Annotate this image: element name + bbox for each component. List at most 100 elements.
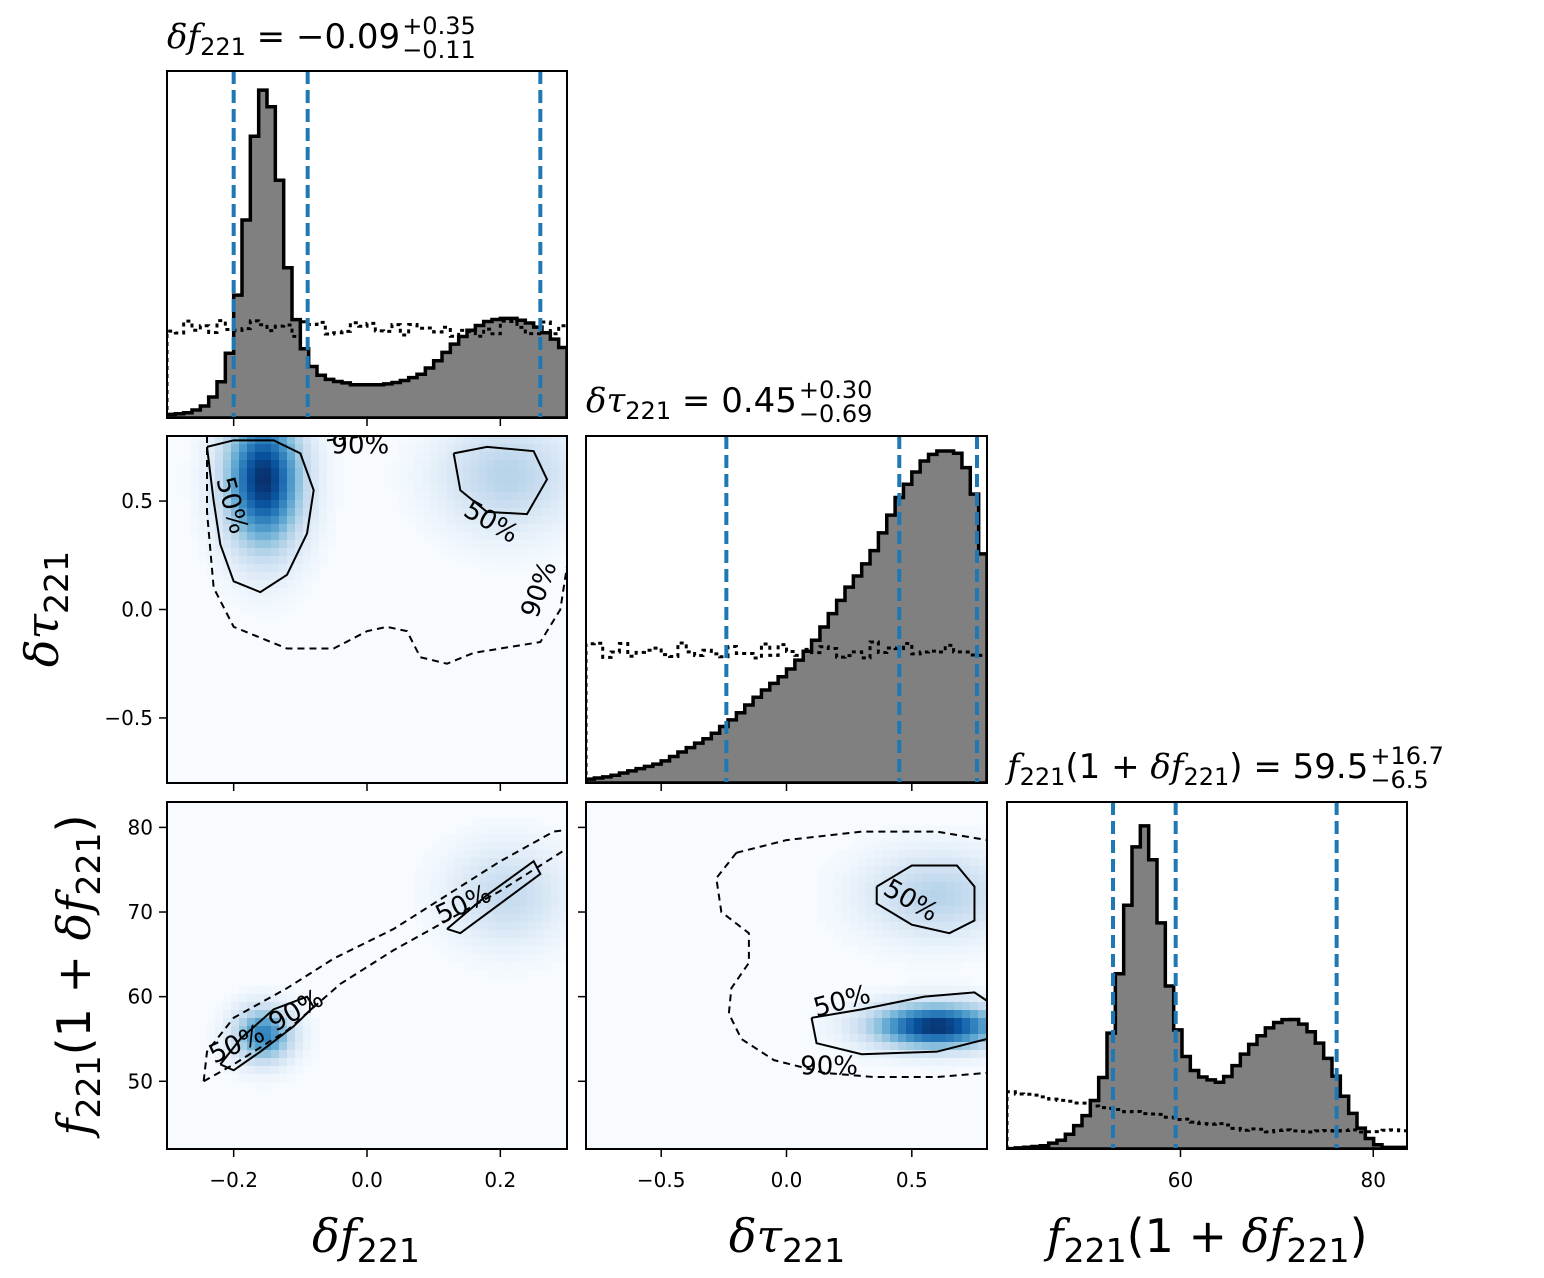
2d-df221-dtau221-cell xyxy=(463,556,472,565)
2d-df221-dtau221-cell xyxy=(463,452,472,461)
2d-df221-dtau221-cell xyxy=(527,436,536,445)
2d-df221-f221-cell xyxy=(527,898,536,907)
2d-df221-dtau221-cell xyxy=(487,476,496,485)
2d-df221-f221-cell xyxy=(279,994,288,1003)
2d-df221-dtau221-cell xyxy=(231,452,240,461)
2d-dtau221-f221-cell xyxy=(818,898,827,907)
2d-df221-dtau221-cell xyxy=(231,444,240,453)
2d-df221-dtau221-cell xyxy=(431,532,440,541)
2d-df221-dtau221-cell xyxy=(503,548,512,557)
2d-df221-dtau221-cell xyxy=(455,556,464,565)
2d-dtau221-f221-cell xyxy=(874,850,883,859)
2d-dtau221-f221-cell xyxy=(866,1018,875,1027)
2d-df221-dtau221-cell xyxy=(527,484,536,493)
2d-df221-dtau221-cell xyxy=(551,436,560,445)
2d-dtau221-f221-cell xyxy=(946,1058,955,1067)
2d-df221-dtau221-cell xyxy=(295,556,304,565)
marginal-f221-prior-hist xyxy=(1007,1090,1407,1149)
2d-df221-dtau221-cell xyxy=(255,492,264,501)
2d-df221-dtau221-cell xyxy=(199,436,208,445)
2d-df221-f221-cell xyxy=(487,850,496,859)
2d-dtau221-f221-cell xyxy=(858,922,867,931)
2d-df221-f221-cell xyxy=(471,962,480,971)
2d-df221-f221-cell xyxy=(247,1034,256,1043)
2d-df221-dtau221-cell xyxy=(455,468,464,477)
2d-dtau221-f221-cell xyxy=(970,1018,979,1027)
2d-dtau221-f221-cell xyxy=(834,1042,843,1051)
2d-df221-f221-cell xyxy=(551,890,560,899)
2d-df221-f221-cell xyxy=(215,1018,224,1027)
2d-df221-dtau221-cell xyxy=(487,436,496,445)
2d-dtau221-f221-cell xyxy=(850,890,859,899)
2d-df221-dtau221-cell xyxy=(511,532,520,541)
2d-dtau221-f221-cell xyxy=(898,954,907,963)
2d-df221-f221-cell xyxy=(439,946,448,955)
2d-df221-f221-cell xyxy=(559,850,567,859)
2d-df221-f221-cell xyxy=(279,1026,288,1035)
2d-dtau221-f221-cell xyxy=(874,922,883,931)
2d-df221-dtau221-cell xyxy=(231,556,240,565)
2d-dtau221-f221-cell xyxy=(922,826,931,835)
2d-dtau221-f221-cell xyxy=(858,1002,867,1011)
2d-df221-dtau221-cell xyxy=(207,572,216,581)
2d-df221-dtau221-cell xyxy=(247,444,256,453)
2d-df221-dtau221-cell xyxy=(503,484,512,493)
2d-df221-dtau221-cell xyxy=(215,492,224,501)
2d-df221-f221-cell xyxy=(487,962,496,971)
2d-df221-dtau221-cell xyxy=(471,476,480,485)
2d-df221-dtau221-cell xyxy=(447,476,456,485)
2d-dtau221-f221-cell xyxy=(882,946,891,955)
2d-df221-dtau221-cell xyxy=(279,476,288,485)
2d-df221-dtau221-cell xyxy=(495,540,504,549)
2d-dtau221-f221-cell xyxy=(938,898,947,907)
2d-df221-dtau221-cell xyxy=(335,500,344,509)
2d-df221-dtau221-cell xyxy=(487,548,496,557)
2d-dtau221-f221-cell xyxy=(954,834,963,843)
2d-df221-f221-cell xyxy=(255,1050,264,1059)
2d-dtau221-f221-cell xyxy=(850,1026,859,1035)
2d-df221-f221-cell xyxy=(439,858,448,867)
2d-df221-dtau221-contour-50pct xyxy=(206,439,315,594)
2d-df221-dtau221-cell xyxy=(239,476,248,485)
2d-df221-f221-cell xyxy=(455,858,464,867)
2d-dtau221-f221-cell xyxy=(930,834,939,843)
2d-df221-dtau221-cell xyxy=(287,460,296,469)
2d-df221-f221-cell xyxy=(559,906,567,915)
2d-df221-dtau221-cell xyxy=(207,452,216,461)
2d-df221-f221-cell xyxy=(511,962,520,971)
2d-df221-f221-cell xyxy=(415,906,424,915)
2d-df221-dtau221-cell xyxy=(535,492,544,501)
2d-df221-dtau221-cell xyxy=(239,468,248,477)
2d-dtau221-f221-cell xyxy=(914,1002,923,1011)
2d-df221-f221-cell xyxy=(431,866,440,875)
2d-df221-f221-cell xyxy=(279,1034,288,1043)
2d-df221-dtau221-cell xyxy=(303,476,312,485)
2d-df221-f221-cell xyxy=(527,906,536,915)
2d-df221-dtau221-cell xyxy=(319,436,328,445)
2d-df221-dtau221-cell xyxy=(487,492,496,501)
2d-df221-dtau221-cell xyxy=(207,500,216,509)
2d-dtau221-f221-cell xyxy=(914,1034,923,1043)
2d-df221-f221-cell xyxy=(271,994,280,1003)
2d-df221-f221-cell xyxy=(511,850,520,859)
2d-dtau221-f221-cell xyxy=(914,938,923,947)
marginal-df221-posterior-hist xyxy=(167,88,567,418)
2d-dtau221-f221-cell xyxy=(842,1050,851,1059)
2d-df221-dtau221-cell xyxy=(239,444,248,453)
2d-df221-f221-cell xyxy=(535,954,544,963)
2d-df221-f221-cell xyxy=(455,906,464,915)
2d-df221-dtau221-cell xyxy=(223,564,232,573)
2d-df221-f221-cell xyxy=(471,842,480,851)
2d-dtau221-f221-cell xyxy=(922,946,931,955)
2d-dtau221-f221-cell xyxy=(962,906,971,915)
2d-df221-dtau221-cell xyxy=(447,540,456,549)
2d-dtau221-f221-cell xyxy=(906,826,915,835)
2d-df221-dtau221-cell xyxy=(535,532,544,541)
2d-df221-dtau221-cell xyxy=(399,444,408,453)
2d-dtau221-f221-cell xyxy=(930,1034,939,1043)
2d-dtau221-f221-cell xyxy=(890,898,899,907)
2d-dtau221-f221-cell xyxy=(842,850,851,859)
2d-df221-f221-cell xyxy=(287,1058,296,1067)
2d-df221-f221-cell xyxy=(487,954,496,963)
2d-df221-f221-cell xyxy=(551,914,560,923)
